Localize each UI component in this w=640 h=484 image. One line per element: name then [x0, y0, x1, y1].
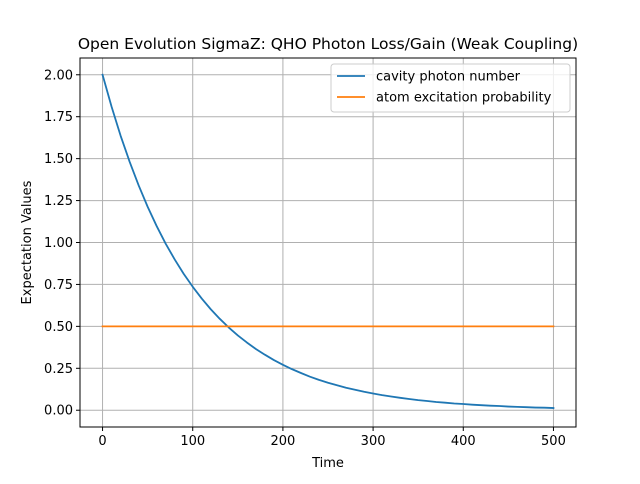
x-tick-label: 0 [98, 434, 106, 449]
axis-ticks: 0 100 200 300 400 500 0.00 0.25 0.50 0.75 1.00 1.25… [44, 68, 566, 449]
legend-label-1: cavity photon number [376, 70, 521, 85]
legend: cavity photon number atom excitation prob… [330, 63, 571, 113]
chart-title: Open Evolution SigmaZ: QHO Photon Loss/G… [78, 35, 578, 53]
y-tick-label: 1.25 [44, 194, 73, 209]
series-lines [101, 73, 555, 409]
y-tick-label: 1.75 [44, 110, 73, 125]
x-tick-label: 400 [451, 434, 476, 449]
y-tick-label: 0.00 [44, 404, 73, 419]
legend-box [330, 63, 571, 113]
x-axis-label: Time [311, 456, 344, 471]
legend-label-2: atom excitation probability [376, 91, 552, 106]
y-tick-label: 0.50 [44, 320, 73, 335]
x-tick-label: 500 [541, 434, 566, 449]
y-tick-label: 2.00 [44, 68, 73, 83]
series-line-1 [101, 73, 555, 409]
y-tick-label: 0.25 [44, 362, 73, 377]
y-axis-label: Expectation Values [20, 180, 35, 304]
x-tick-label: 100 [180, 434, 205, 449]
x-tick-label: 300 [361, 434, 386, 449]
x-tick-label: 200 [270, 434, 295, 449]
y-tick-label: 1.00 [44, 236, 73, 251]
y-tick-label: 1.50 [44, 152, 73, 167]
y-tick-label: 0.75 [44, 278, 73, 293]
